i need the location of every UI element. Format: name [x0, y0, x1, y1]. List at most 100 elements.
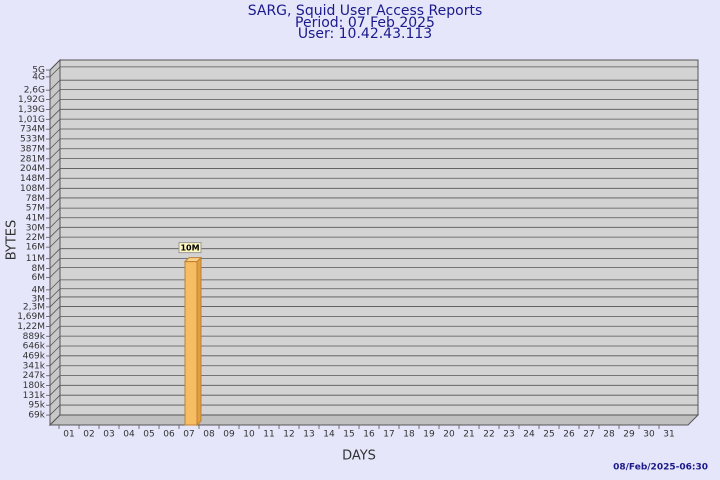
y-tick-label: 11M [26, 254, 45, 264]
y-tick-label: 387M [20, 144, 45, 154]
y-tick-label: 180k [23, 381, 46, 391]
grid-line [49, 248, 61, 259]
grid-line [49, 109, 61, 120]
x-tick-label: 27 [583, 430, 594, 440]
x-tick-label: 04 [123, 430, 135, 440]
grid-line [49, 227, 61, 238]
grid-line [49, 335, 61, 347]
y-tick-label: 69k [28, 411, 45, 421]
grid-line [49, 365, 61, 377]
y-tick-label: 78M [26, 194, 45, 204]
x-tick-label: 07 [183, 430, 194, 440]
x-tick-label: 25 [543, 430, 554, 440]
y-tick-label: 108M [20, 184, 45, 194]
grid-line [49, 207, 61, 219]
grid-line [49, 394, 61, 406]
x-tick-label: 28 [603, 430, 615, 440]
y-tick-label: 3M [32, 294, 46, 304]
value-label-box [178, 242, 202, 254]
x-tick-label: 02 [83, 430, 94, 440]
y-tick-label: 281M [20, 154, 45, 164]
grid-line [49, 59, 61, 71]
y-tick-label: 204M [20, 164, 45, 174]
y-tick-label: 131k [23, 391, 46, 401]
x-tick-label: 29 [623, 430, 635, 440]
y-tick-label: 889k [23, 332, 46, 342]
grid-line [49, 288, 61, 300]
y-tick-label: 6M [32, 273, 46, 283]
chart-title: SARG, Squid User Access Reports [248, 3, 483, 19]
chart-subtitle: User: 10.42.43.113 [298, 26, 432, 42]
x-tick-label: 11 [263, 430, 274, 440]
y-tick-label: 533M [20, 135, 45, 145]
y-tick-label: 57M [26, 203, 45, 213]
y-tick-label: 4G [32, 72, 45, 82]
grid-line [49, 316, 61, 327]
grid-line [49, 325, 61, 337]
y-axis-label: BYTES [5, 220, 20, 261]
y-tick-label: 1,22M [17, 322, 45, 332]
grid-line [49, 279, 61, 291]
x-tick-label: 16 [363, 430, 375, 440]
x-axis-label: DAYS [342, 449, 376, 464]
y-tick-label: 734M [20, 125, 45, 135]
x-tick-label: 23 [503, 430, 514, 440]
y-tick-label: 247k [23, 371, 46, 381]
x-tick-label: 09 [223, 430, 235, 440]
bar-side [196, 256, 202, 427]
grid-line [49, 158, 61, 169]
grid-line [49, 217, 61, 229]
grid-line [49, 79, 61, 91]
grid-line [49, 197, 61, 209]
grid-line [49, 66, 61, 78]
footer: 08/Feb/2025-06:30 [613, 463, 708, 473]
grid-line [49, 258, 61, 269]
grid-line [49, 128, 61, 140]
y-tick-label: 2,3M [23, 302, 45, 312]
x-tick-label: 21 [463, 430, 474, 440]
x-tick-label: 17 [383, 430, 394, 440]
x-tick-label: 18 [403, 430, 415, 440]
x-tick-label: 13 [303, 430, 314, 440]
grid-line [49, 89, 61, 100]
x-tick-label: 15 [343, 430, 354, 440]
grid-line [49, 188, 61, 199]
x-tick-label: 30 [643, 430, 655, 440]
grid-line [49, 177, 61, 189]
y-tick-label: 1,01G [18, 115, 45, 125]
y-tick-label: 4M [32, 285, 46, 295]
x-tick-label: 12 [283, 430, 294, 440]
grid-line [49, 375, 61, 386]
grid-line [49, 404, 61, 416]
grid-line [49, 267, 61, 278]
grid-line [49, 306, 61, 317]
value-label: 10M [180, 244, 199, 253]
y-tick-label: 1,92G [18, 95, 45, 105]
x-tick-label: 10 [243, 430, 255, 440]
plot-floor [48, 414, 700, 426]
grid-line [49, 148, 61, 160]
x-tick-label: 14 [323, 430, 335, 440]
x-tick-label: 24 [523, 430, 535, 440]
y-tick-label: 341k [23, 361, 46, 371]
grid-line [49, 138, 61, 150]
y-tick-label: 22M [26, 233, 45, 243]
y-tick-label: 2,6G [24, 86, 45, 96]
y-tick-label: 469k [23, 351, 46, 361]
grid-line [49, 385, 61, 396]
y-tick-label: 30M [26, 223, 45, 233]
grid-line [49, 99, 61, 110]
y-tick-label: 16M [26, 243, 45, 253]
grid-line [49, 168, 61, 179]
x-tick-label: 06 [163, 430, 175, 440]
y-tick-label: 646k [23, 342, 46, 352]
grid-line [49, 355, 61, 367]
x-tick-label: 20 [443, 430, 455, 440]
x-tick-label: 01 [63, 430, 74, 440]
y-tick-label: 8M [32, 264, 46, 274]
x-tick-label: 31 [663, 430, 674, 440]
y-tick-label: 1,69M [17, 312, 45, 322]
grid-line [49, 118, 61, 130]
y-tick-label: 148M [20, 174, 45, 184]
